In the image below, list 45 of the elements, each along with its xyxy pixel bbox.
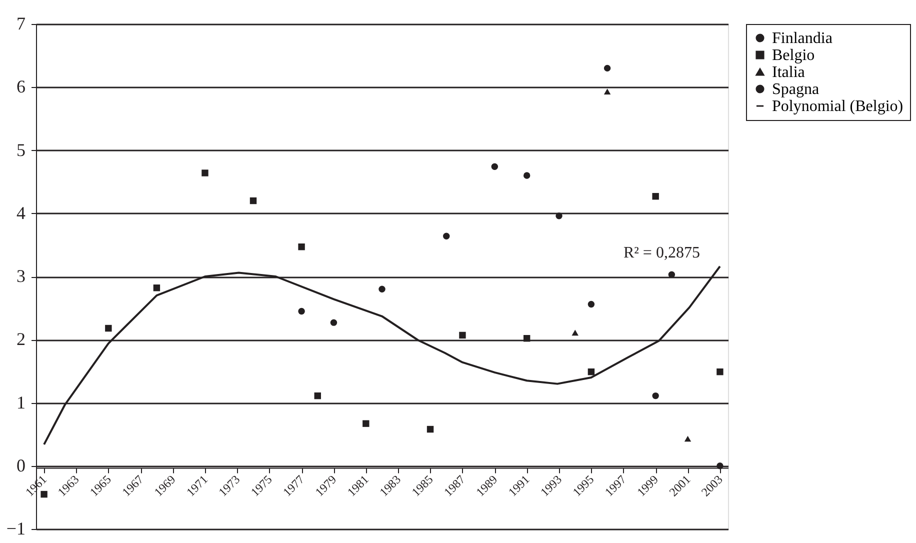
legend-label: Spagna xyxy=(772,81,820,98)
x-tick-label: 1991 xyxy=(505,472,532,500)
point xyxy=(202,170,208,176)
y-tick-label: 3 xyxy=(16,266,26,286)
legend-label: Polynomial (Belgio) xyxy=(772,98,904,115)
point xyxy=(652,192,659,200)
point xyxy=(330,319,338,326)
point xyxy=(362,420,370,427)
y-tick-label: 1 xyxy=(16,392,26,412)
point xyxy=(556,212,562,220)
point xyxy=(652,392,659,400)
point xyxy=(298,243,305,250)
point xyxy=(716,462,724,470)
point xyxy=(523,172,530,179)
point xyxy=(523,335,530,342)
point xyxy=(153,284,160,292)
point xyxy=(572,330,578,336)
y-tick-label: 0 xyxy=(16,455,26,476)
y-tick-label: 5 xyxy=(16,140,26,160)
point xyxy=(716,368,724,376)
x-tick-label: 1981 xyxy=(344,472,372,500)
point xyxy=(604,64,611,72)
legend-label: Belgio xyxy=(772,47,815,64)
point xyxy=(459,332,466,339)
point xyxy=(314,392,321,400)
point xyxy=(588,368,595,376)
point xyxy=(105,324,112,332)
point xyxy=(684,436,692,442)
point xyxy=(604,88,611,94)
point xyxy=(298,308,305,315)
point xyxy=(668,271,676,278)
y-tick-label: 6 xyxy=(16,76,26,97)
annotation: R² = 0,2875 xyxy=(623,244,700,262)
legend-label: Finlandia xyxy=(772,30,832,47)
point xyxy=(250,197,257,204)
point xyxy=(426,426,434,433)
y-tick-label: 7 xyxy=(16,14,26,34)
point xyxy=(443,232,450,240)
y-tick-label: 4 xyxy=(16,202,26,223)
point xyxy=(588,300,595,308)
legend-label: Italia xyxy=(772,64,805,81)
y-tick-label: 2 xyxy=(16,329,26,350)
point xyxy=(491,163,498,170)
y-tick-label: −1 xyxy=(6,518,26,538)
point xyxy=(378,286,386,292)
